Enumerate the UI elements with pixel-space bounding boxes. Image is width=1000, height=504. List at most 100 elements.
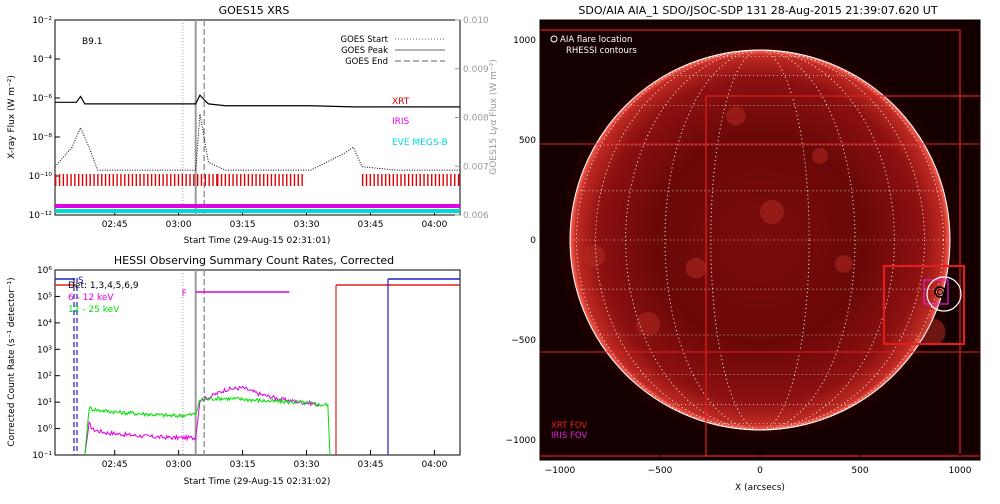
xrt-coverage-tick [427,174,429,186]
xrt-coverage-tick [208,174,210,186]
xrt-coverage-tick [116,174,118,186]
hessi-x-tick-label: 03:00 [166,460,192,470]
xrt-coverage-tick [200,174,203,186]
goes-short-channel-line [54,113,460,171]
aia-y-tick-label: 500 [519,136,536,146]
aia-y-ticks: 1000 500 0 −500 −1000 [506,36,546,446]
xrt-coverage-tick [236,174,238,186]
xrt-coverage-tick [158,174,160,186]
xrt-coverage-tick [446,174,448,186]
xrt-coverage-tick [162,174,164,186]
hessi-count-series [84,385,331,456]
hessi-y-tick-label: 10² [37,372,52,382]
goes-right-y-tick-label: 0.007 [463,162,489,172]
xrt-coverage-tick [181,174,184,186]
flare-location-circle [926,276,962,312]
xrt-coverage-tick [286,174,288,186]
hessi-title: HESSI Observing Summary Count Rates, Cor… [114,254,394,267]
xrt-coverage-tick [411,174,414,186]
goes-x-tick-label: 02:45 [102,220,128,230]
active-region [636,312,660,336]
xrt-coverage-tick [143,174,145,186]
xrt-coverage-tick [85,174,88,186]
goes-flux-series [54,94,460,171]
aia-y-tick-label: 1000 [513,36,536,46]
xrt-coverage-tick [454,174,456,186]
hessi-x-tick-label: 03:30 [294,460,320,470]
xrt-coverage-tick [289,174,292,186]
xrt-coverage-tick [89,174,91,186]
xrt-coverage-tick [365,174,368,186]
xrt-coverage-tick [112,174,114,186]
xrt-coverage-tick [66,174,68,186]
aia-legend-label: RHESSI contours [566,46,637,56]
xrt-fov-box [705,95,980,457]
aia-y-tick-label: −1000 [506,436,537,446]
xrt-coverage-tick [131,174,134,186]
goes-y-tick-label: 10⁻⁶ [32,94,52,104]
goes-right-y-ticks: 0.010 0.009 0.008 0.007 0.006 [455,16,489,221]
xrt-coverage-tick [263,174,265,186]
xrt-coverage-tick [434,174,437,186]
xrt-coverage-tick [278,174,280,186]
hessi-y-tick-label: 10⁻¹ [32,451,52,461]
xrt-coverage-tick [101,174,103,186]
xrt-coverage-tick [224,174,227,186]
goes-right-axis-label: GOES15 Lyα Flux (W m⁻²) [489,59,499,175]
xrt-coverage-tick [139,174,141,186]
xrt-coverage-tick [220,174,223,186]
aia-x-tick-label: 500 [851,466,868,476]
xrt-coverage-tick [204,174,207,186]
active-region [726,106,746,126]
aia-x-tick-label: 1000 [949,466,972,476]
hessi-y-axis-label: Corrected Count Rate (s⁻¹ detector⁻¹) [7,277,17,446]
aia-y-tick-label: 0 [530,236,536,246]
aia-fov-legend-label: XRT FOV [551,421,587,431]
xrt-coverage-tick [120,174,122,186]
hessi-y-tick-label: 10⁴ [37,319,52,329]
xrt-coverage-tick [282,174,284,186]
goes-right-y-tick-label: 0.009 [463,65,489,75]
goes-instrument-labels: XRT IRIS EVE MEGS-B [392,97,448,148]
goes-y-axis-label: X-ray Flux (W m⁻²) [7,75,17,159]
hessi-time-markers: SF [55,270,460,455]
aia-y-tick-label: −500 [511,336,536,346]
goes-x-tick-label: 03:15 [230,220,256,230]
xrt-coverage-tick [81,174,84,186]
solar-disk [570,50,950,430]
goes-right-y-tick-label: 0.010 [463,16,489,26]
xrt-coverage-tick [301,174,303,186]
aia-x-ticks: −1000 −500 0 500 1000 [545,454,972,476]
goes-long-channel-line [55,94,460,108]
xrt-coverage-tick [74,174,76,186]
xrt-coverage-tick [196,174,199,186]
rhessi-contour [934,286,946,298]
hessi-x-tick-label: 03:15 [230,460,256,470]
xrt-coverage-tick [78,174,80,186]
goes-instrument-label: XRT [392,97,410,107]
hessi-y-tick-label: 10³ [37,345,52,355]
xrt-coverage-tick [404,174,406,186]
hessi-y-tick-label: 10¹ [37,398,52,408]
goes-legend-label: GOES Peak [341,46,388,56]
xrt-coverage-tick [124,174,126,186]
goes-xrs-panel: GOES15 XRS B9.1 X-ray Flux (W m⁻²) GOES1… [7,4,499,246]
xrt-coverage-tick [442,174,444,186]
xrt-coverage-tick [251,174,253,186]
goes-x-tick-label: 04:00 [421,220,447,230]
hessi-flag-f: F [182,289,187,299]
xrt-coverage-tick [415,174,418,186]
xrt-coverage-tick [419,174,421,186]
xrt-coverage-tick [58,174,61,186]
xrt-coverage-tick [450,174,452,186]
aia-image-panel: SDO/AIA AIA_1 SDO/JSOC-SDP 131 28-Aug-20… [506,4,981,493]
xrt-coverage-tick [457,174,460,186]
xrt-coverage-tick [62,174,65,186]
rhessi-contour [937,289,943,295]
goes-legend-label: GOES End [345,57,388,67]
xrt-coverage-tick [293,174,296,186]
xrt-coverage-tick [135,174,137,186]
active-region [760,200,784,224]
